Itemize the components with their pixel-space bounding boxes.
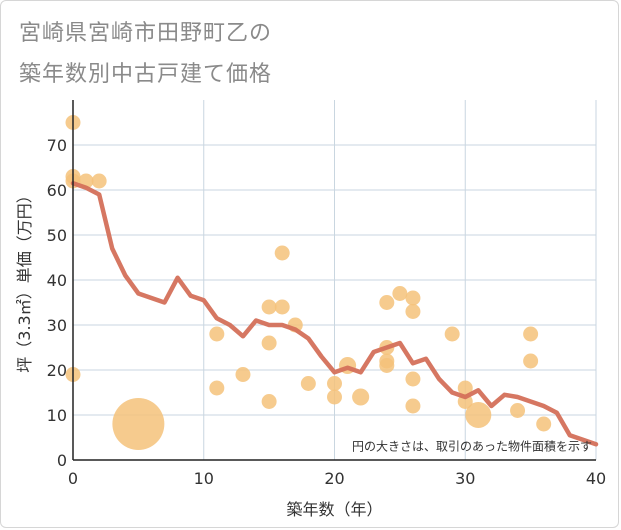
data-bubble (327, 376, 342, 391)
data-bubble (352, 388, 370, 406)
data-bubble (261, 335, 277, 351)
data-bubble (274, 245, 290, 261)
axes (72, 100, 596, 461)
bubble-size-note: 円の大きさは、取引のあった物件面積を示す (352, 439, 592, 454)
data-bubble (465, 402, 492, 428)
y-tick-label: 20 (47, 361, 67, 380)
data-bubble (91, 173, 107, 189)
y-tick-label: 60 (47, 181, 67, 200)
data-bubble (523, 326, 539, 342)
chart-title-line1: 宮崎県宮崎市田野町乙の (19, 21, 273, 46)
trend-line (70, 181, 599, 447)
data-bubble (261, 394, 277, 409)
data-bubble (379, 358, 395, 373)
data-bubble (523, 353, 539, 369)
data-bubble (300, 376, 316, 391)
tick-labels: 0 10 20 30 40 0 10 20 30 40 50 60 70 (47, 136, 607, 488)
y-tick-label: 50 (47, 226, 67, 245)
x-tick-label: 30 (455, 469, 475, 488)
x-tick-label: 40 (586, 469, 606, 488)
data-bubble (444, 326, 460, 342)
y-tick-label: 40 (47, 271, 67, 290)
data-bubble (209, 326, 225, 342)
y-tick-label: 10 (47, 406, 67, 425)
data-bubble (235, 367, 251, 382)
x-tick-label: 0 (68, 469, 78, 488)
data-bubble (536, 416, 552, 432)
y-tick-label: 30 (47, 316, 67, 335)
data-bubble (209, 380, 225, 396)
y-axis-label: 坪（3.3㎡）単価（万円） (15, 187, 34, 372)
data-bubble (405, 290, 421, 306)
data-bubble (405, 371, 421, 387)
data-bubble (112, 398, 165, 450)
x-tick-label: 10 (194, 469, 214, 488)
data-bubble (327, 389, 342, 405)
data-bubble (274, 299, 290, 315)
chart-title-line2: 築年数別中古戸建て価格 (19, 62, 273, 87)
data-bubble (457, 380, 473, 396)
y-tick-label: 0 (57, 451, 67, 470)
x-tick-label: 20 (324, 469, 344, 488)
data-bubble (379, 295, 395, 310)
data-bubble (405, 398, 421, 414)
trend-layer (70, 181, 599, 447)
x-axis-label: 築年数（年） (286, 500, 382, 519)
data-bubble (405, 304, 421, 319)
data-bubble (261, 299, 277, 315)
data-bubble (392, 286, 408, 301)
data-bubble (510, 403, 526, 418)
y-tick-label: 70 (47, 136, 67, 155)
